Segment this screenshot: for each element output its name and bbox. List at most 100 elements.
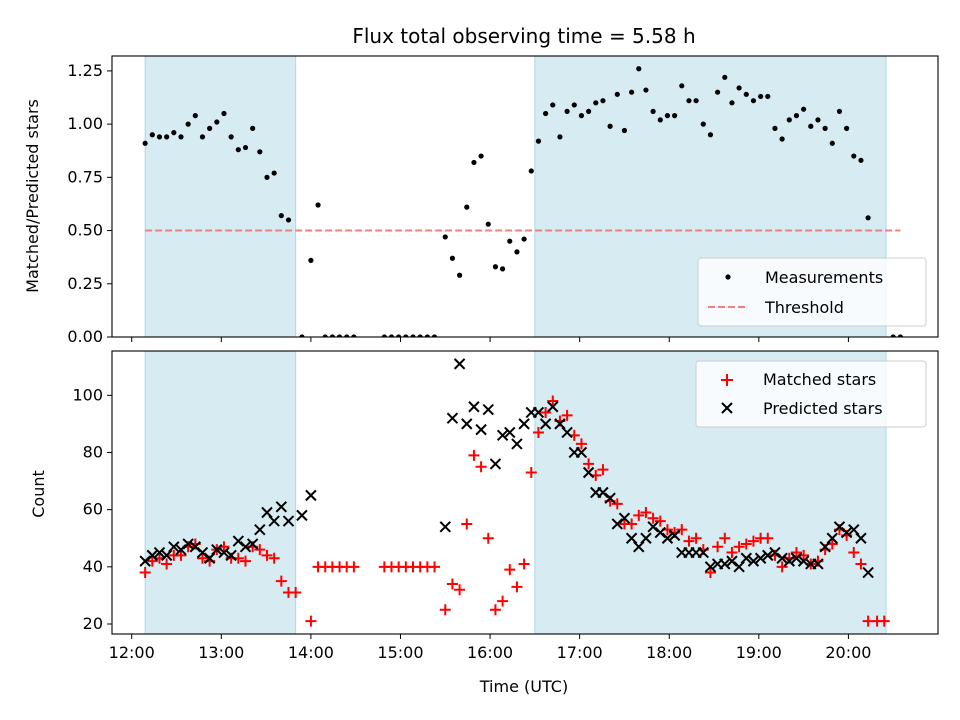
measurements-point-8: [199, 134, 206, 140]
bottom-xtick-label-8: 20:00: [825, 643, 871, 662]
measurements-point-19: [278, 213, 284, 219]
predicted-stars-point-23: [439, 521, 451, 533]
matched-stars-point-74: [704, 567, 716, 579]
predicted-stars-point-20: [282, 515, 295, 527]
measurements-point-65: [643, 87, 649, 93]
predicted-stars-point-15: [246, 538, 259, 550]
top-legend-frame: [697, 257, 927, 327]
measurements-point-78: [736, 85, 742, 91]
measurements-point-35: [424, 334, 430, 337]
predicted-stars-point-22: [305, 489, 317, 502]
matched-stars-point-22: [305, 615, 317, 627]
measurements-point-53: [557, 134, 563, 140]
measurements-point-40: [464, 204, 470, 210]
predicted-stars-point-45: [597, 486, 609, 499]
predicted-stars-point-60: [704, 561, 717, 573]
matched-stars-point-63: [626, 518, 638, 530]
measurements-point-0: [142, 140, 148, 146]
predicted-stars-point-54: [661, 532, 674, 544]
measurements-point-33: [410, 334, 416, 337]
measurements-point-22: [308, 257, 314, 263]
measurements-point-81: [758, 93, 764, 100]
measurements-point-16: [257, 149, 263, 155]
matched-stars-point-72: [690, 532, 702, 544]
measurements-point-34: [417, 334, 423, 337]
legend-measurements-marker: [725, 274, 731, 280]
predicted-stars-point-32: [504, 426, 516, 439]
predicted-stars-point-1: [146, 549, 159, 562]
measurements-point-82: [765, 93, 771, 100]
bottom-shaded-interval-0: [144, 350, 297, 635]
predicted-stars-point-59: [697, 546, 709, 559]
top-ytick-label-2: 0.50: [67, 221, 103, 240]
measurements-point-67: [657, 117, 663, 123]
predicted-stars-point-31: [496, 429, 509, 442]
matched-stars-point-17: [261, 549, 273, 561]
predicted-stars-point-2: [153, 546, 166, 559]
bottom-legend: Matched stars Predicted stars: [695, 360, 927, 428]
predicted-stars-point-4: [168, 541, 180, 553]
measurements-point-17: [264, 174, 270, 180]
measurements-point-72: [693, 98, 699, 104]
measurements-point-11: [221, 110, 227, 117]
predicted-stars-point-46: [604, 492, 616, 504]
matched-stars-point-16: [254, 544, 266, 556]
top-shaded-interval-0: [144, 55, 297, 338]
matched-stars-point-18: [268, 552, 280, 564]
matched-stars-point-41: [468, 449, 480, 461]
measurements-point-39: [457, 272, 463, 278]
matched-stars-point-51: [540, 406, 552, 418]
measurements-point-9: [207, 125, 213, 131]
measurements-point-52: [550, 102, 556, 108]
bottom-xtick-label-0: 12:00: [109, 643, 155, 662]
predicted-stars-point-24: [446, 412, 459, 424]
bottom-xtick-label-4: 16:00: [467, 643, 513, 662]
measurements-point-86: [793, 113, 800, 119]
measurements-point-23: [315, 202, 321, 208]
predicted-stars-point-10: [211, 543, 223, 556]
predicted-stars-point-25: [453, 358, 466, 370]
top-ytick-label-3: 0.75: [67, 167, 103, 186]
matched-stars-point-82: [762, 532, 774, 544]
measurements-point-75: [715, 89, 721, 95]
bottom-axes-frame: [111, 350, 939, 635]
bottom-xtick-label-7: 19:00: [736, 643, 782, 662]
predicted-stars-point-66: [747, 555, 760, 567]
legend-matched-marker: [721, 374, 733, 386]
matched-stars-point-38: [446, 578, 458, 590]
measurements-point-95: [858, 157, 864, 163]
matched-stars-point-42: [475, 461, 487, 473]
measurements-point-27: [344, 334, 350, 337]
measurements-point-18: [271, 170, 277, 176]
measurements-point-91: [829, 140, 835, 146]
measurements-point-36: [431, 334, 438, 337]
predicted-stars-point-17: [261, 506, 273, 519]
bottom-y-axis-label: Count: [29, 470, 48, 518]
matched-stars-point-56: [575, 438, 587, 450]
measurements-point-97: [890, 334, 896, 337]
predicted-stars-point-26: [461, 418, 473, 430]
bottom-ytick-label-1: 40: [83, 557, 103, 576]
matched-stars-point-46: [504, 564, 516, 576]
measurements-point-7: [192, 113, 198, 119]
measurements-point-98: [897, 334, 903, 337]
matched-stars-point-47: [511, 581, 523, 593]
predicted-stars-point-12: [225, 549, 237, 562]
matched-stars-point-0: [139, 567, 151, 579]
measurements-point-58: [593, 100, 599, 106]
measurements-point-1: [149, 132, 155, 138]
predicted-stars-point-14: [239, 541, 252, 553]
measurements-point-44: [492, 264, 499, 270]
predicted-stars-point-7: [189, 541, 202, 553]
measurements-point-54: [564, 108, 570, 114]
matched-stars-point-77: [726, 547, 738, 559]
measurements-point-49: [528, 168, 534, 174]
measurements-point-46: [507, 238, 513, 244]
matched-stars-point-59: [597, 464, 609, 476]
matched-stars-point-43: [482, 532, 494, 544]
matched-stars-point-67: [654, 515, 666, 527]
matched-stars-point-1: [146, 555, 158, 567]
legend-matched-label: Matched stars: [763, 370, 876, 389]
bottom-ytick-label-2: 60: [83, 500, 103, 519]
measurements-point-66: [650, 108, 656, 114]
